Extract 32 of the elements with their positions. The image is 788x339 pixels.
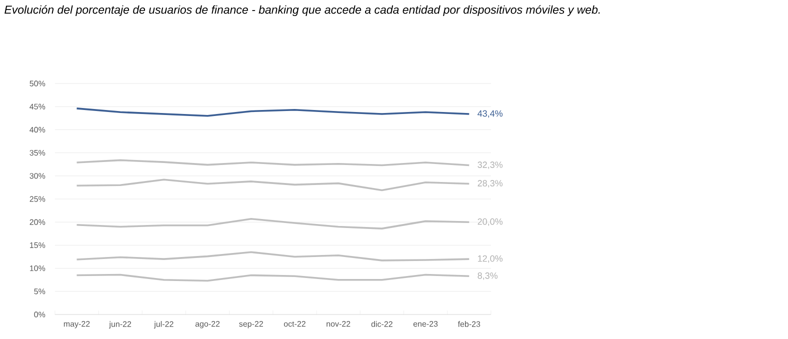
- data-label: 28,3%: [478, 180, 503, 188]
- y-tick-label: 20%: [30, 219, 46, 225]
- y-tick-label: 25%: [30, 196, 46, 202]
- y-tick-label: 15%: [30, 242, 46, 248]
- data-label: 12,0%: [478, 255, 503, 263]
- line-series: [76, 178, 470, 192]
- y-tick-label: 45%: [30, 104, 46, 110]
- data-label: 43,4%: [478, 110, 503, 118]
- y-tick-label: 50%: [30, 80, 46, 86]
- y-tick-label: 10%: [30, 265, 46, 272]
- line-series: [76, 251, 470, 262]
- x-tick-label: oct-22: [284, 321, 306, 327]
- x-tick-label: jun-22: [109, 321, 132, 328]
- y-tick-label: 30%: [30, 173, 46, 179]
- line-series: [76, 218, 470, 230]
- line-series: [76, 274, 470, 282]
- chart-title: Evolución del porcentaje de usuarios de finance - banking que accede a cada entidad por dispositivos móviles y web.: [4, 5, 600, 16]
- x-tick-label: jul-22: [154, 321, 174, 328]
- data-label: 20,0%: [478, 218, 503, 226]
- x-tick-label: ago-22: [195, 321, 220, 328]
- data-label: 32,3%: [478, 162, 503, 169]
- x-tick-label: sep-22: [239, 321, 263, 328]
- y-tick-label: 40%: [30, 126, 46, 133]
- y-tick-label: 5%: [34, 288, 46, 294]
- data-label: 8,3%: [478, 272, 498, 280]
- y-tick-label: 0%: [34, 312, 46, 318]
- x-tick-label: nov-22: [326, 321, 350, 327]
- x-tick-label: may-22: [64, 321, 90, 328]
- x-tick-label: feb-23: [458, 321, 480, 327]
- y-tick-label: 35%: [30, 150, 46, 156]
- x-tick-label: dic-22: [371, 321, 392, 327]
- x-tick-label: ene-23: [413, 321, 438, 327]
